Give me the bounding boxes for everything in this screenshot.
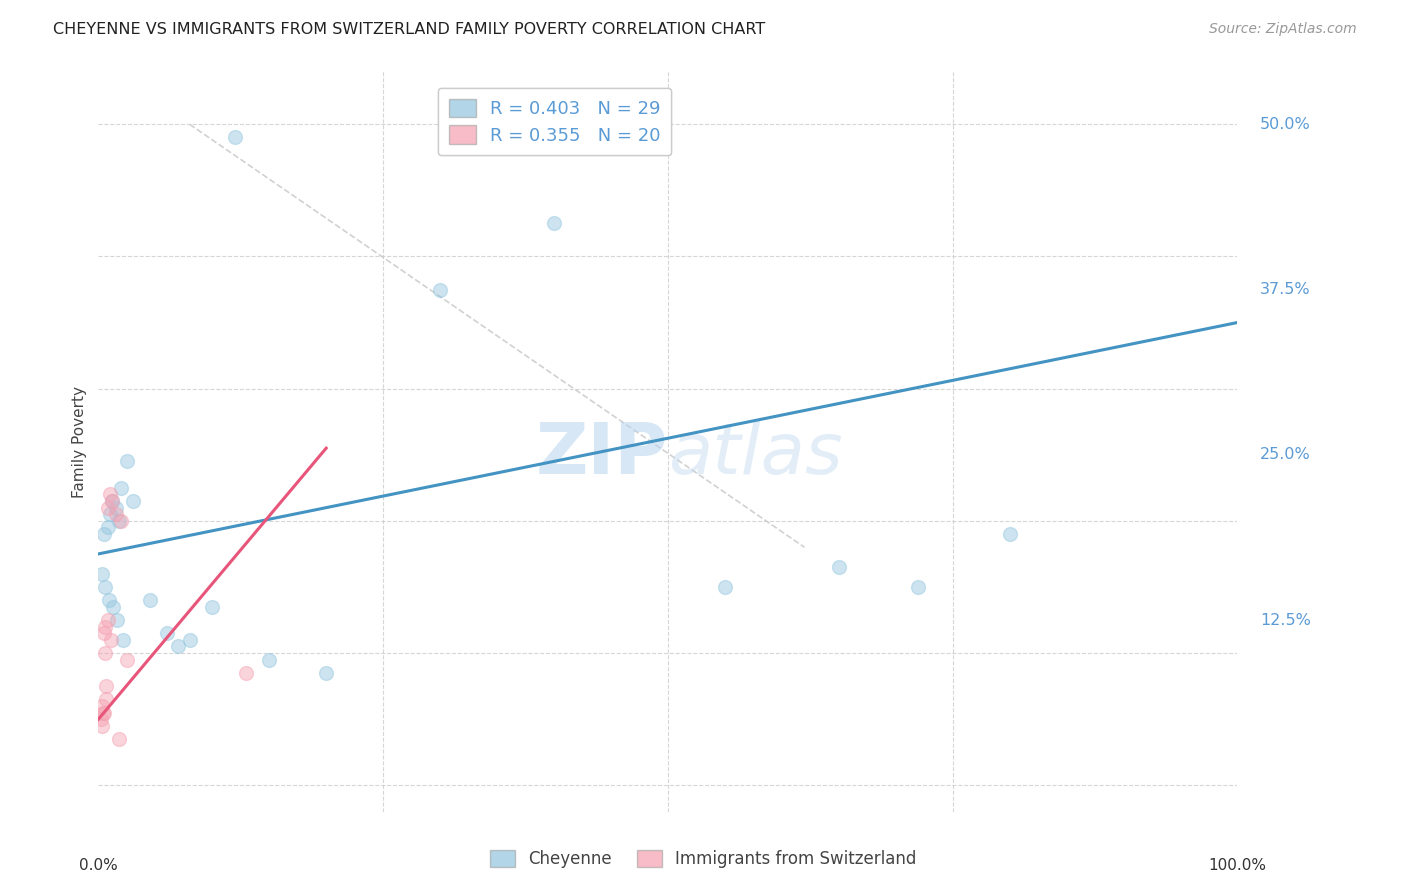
Point: [543, 216, 565, 230]
Point: [110, 514, 132, 528]
Point: [101, 494, 124, 508]
Point: [90, 566, 112, 581]
Point: [115, 454, 138, 468]
Y-axis label: Family Poverty: Family Poverty: [72, 385, 87, 498]
Point: [179, 632, 201, 647]
Point: [91, 706, 114, 720]
Point: [104, 508, 127, 522]
Point: [100, 632, 122, 647]
Point: [907, 580, 929, 594]
Text: 100.0%: 100.0%: [1208, 858, 1267, 873]
Point: [138, 593, 160, 607]
Text: 0.0%: 0.0%: [79, 858, 118, 873]
Point: [108, 514, 131, 528]
Text: CHEYENNE VS IMMIGRANTS FROM SWITZERLAND FAMILY POVERTY CORRELATION CHART: CHEYENNE VS IMMIGRANTS FROM SWITZERLAND …: [53, 22, 766, 37]
Point: [96, 679, 118, 693]
Point: [714, 580, 737, 594]
Point: [998, 527, 1021, 541]
Point: [110, 481, 132, 495]
Point: [315, 665, 337, 680]
Point: [167, 640, 190, 654]
Point: [96, 520, 118, 534]
Point: [105, 613, 128, 627]
Point: [259, 653, 281, 667]
Text: atlas: atlas: [668, 420, 842, 489]
Point: [104, 500, 127, 515]
Point: [98, 508, 121, 522]
Point: [93, 626, 115, 640]
Text: 50.0%: 50.0%: [1260, 117, 1310, 132]
Point: [93, 706, 115, 720]
Point: [224, 130, 246, 145]
Text: Source: ZipAtlas.com: Source: ZipAtlas.com: [1209, 22, 1357, 37]
Text: 37.5%: 37.5%: [1260, 282, 1310, 297]
Point: [98, 487, 121, 501]
Legend: R = 0.403   N = 29, R = 0.355   N = 20: R = 0.403 N = 29, R = 0.355 N = 20: [437, 87, 672, 155]
Point: [94, 646, 117, 660]
Point: [97, 593, 120, 607]
Point: [94, 692, 117, 706]
Point: [90, 719, 112, 733]
Point: [429, 283, 451, 297]
Point: [115, 653, 138, 667]
Point: [121, 494, 143, 508]
Point: [101, 494, 124, 508]
Point: [201, 599, 224, 614]
Text: 25.0%: 25.0%: [1260, 447, 1310, 462]
Point: [235, 665, 257, 680]
Point: [156, 626, 179, 640]
Point: [96, 500, 118, 515]
Legend: Cheyenne, Immigrants from Switzerland: Cheyenne, Immigrants from Switzerland: [484, 843, 922, 875]
Point: [90, 712, 112, 726]
Text: 12.5%: 12.5%: [1260, 613, 1310, 627]
Point: [93, 527, 115, 541]
Point: [112, 632, 135, 647]
Point: [91, 698, 114, 713]
Point: [94, 580, 117, 594]
Text: ZIP: ZIP: [536, 420, 668, 489]
Point: [103, 599, 125, 614]
Point: [108, 731, 131, 746]
Point: [97, 613, 120, 627]
Point: [93, 620, 115, 634]
Point: [828, 560, 851, 574]
